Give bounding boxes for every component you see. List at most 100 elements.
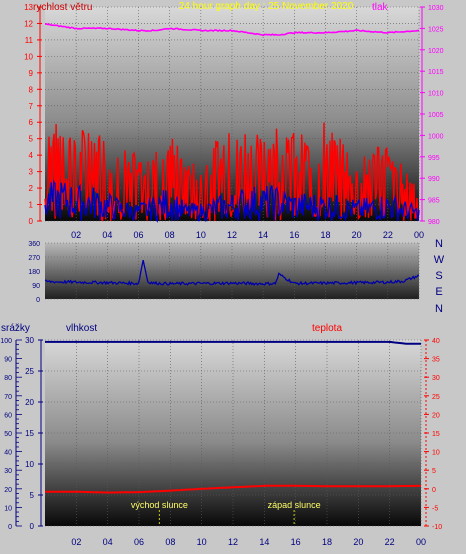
compass-east: E [435, 286, 442, 298]
humidity-axis-label: vlhkost [66, 323, 97, 334]
humidity-y-tick-label: 25 [25, 367, 34, 376]
wind-y-tick-label: 12 [24, 19, 33, 28]
temp-x-tick-label: 20 [353, 537, 363, 547]
rain-y-tick-label: 80 [4, 375, 12, 382]
wind-y-tick-label: 7 [29, 102, 34, 111]
wind-y-tick-label: 2 [29, 184, 34, 193]
temp-y-tick-label: 25 [432, 394, 440, 401]
sunrise-label: východ slunce [131, 500, 188, 510]
temp-x-tick-label: 06 [134, 537, 144, 547]
wind-x-tick-label: 16 [289, 230, 299, 240]
direction-y-tick-label: 180 [28, 269, 40, 276]
wind-x-tick-label: 10 [196, 230, 206, 240]
temperature-axis-label: teplota [312, 323, 342, 334]
pressure-y-tick-label: 1030 [428, 5, 444, 12]
pressure-y-tick-label: 985 [428, 198, 440, 205]
direction-axes: 0 90 180 270 360 [28, 241, 40, 304]
wind-x-tick-label: 00 [414, 230, 424, 240]
temp-x-tick-label: 14 [259, 537, 269, 547]
temp-series [45, 340, 422, 494]
wind-y-tick-label: 8 [29, 85, 34, 94]
direction-y-tick-label: 90 [32, 283, 40, 290]
temp-y-tick-label: 30 [432, 375, 440, 382]
temp-x-tick-label: 22 [385, 537, 395, 547]
wind-x-tick-label: 06 [133, 230, 143, 240]
wind-y-tick-label: 11 [25, 36, 34, 45]
direction-y-tick-label: 360 [28, 241, 40, 248]
direction-y-tick-label: 270 [28, 255, 40, 262]
compass-south: S [435, 270, 442, 282]
pressure-line [44, 23, 420, 37]
rain-y-tick-label: 70 [4, 394, 12, 401]
humidity-y-tick-label: 10 [25, 460, 34, 469]
wind-y-tick-label: 10 [24, 52, 33, 61]
sunset-label: západ slunce [268, 500, 321, 510]
pressure-y-tick-label: 995 [428, 155, 440, 162]
chart-title: 24 hour graph day : 25 November 2020 [179, 1, 354, 12]
humidity-y-tick-label: 30 [25, 336, 34, 345]
wind-y-tick-label: 1 [29, 201, 34, 210]
wind-direction-line [44, 259, 420, 287]
wind-x-tick-label: 04 [102, 230, 112, 240]
pressure-y-tick-label: 1015 [428, 69, 444, 76]
compass-north-bottom: N [435, 303, 443, 315]
wind-x-tick-label: 08 [165, 230, 175, 240]
temp-x-tick-label: 08 [165, 537, 175, 547]
temp-x-tick-label: 00 [416, 537, 426, 547]
temp-y-tick-label: 5 [432, 468, 436, 475]
pressure-y-tick-label: 980 [428, 219, 440, 226]
wind-plot-area [45, 7, 419, 221]
pressure-y-tick-label: 990 [428, 176, 440, 183]
compass-north-top: N [435, 238, 443, 250]
temp-x-tick-label: 12 [228, 537, 238, 547]
wind-direction-panel: 0 90 180 270 360 N W S E N [28, 238, 444, 315]
wind-speed-axis-label: rychlost větru [33, 2, 92, 13]
wind-series [44, 23, 420, 223]
pressure-y-tick-label: 1010 [428, 91, 444, 98]
compass-west: W [434, 254, 445, 266]
temp-y-tick-label: 15 [432, 431, 440, 438]
temp-x-tick-label: 10 [197, 537, 207, 547]
wind-y-tick-label: 6 [29, 118, 34, 127]
wind-y-tick-label: 4 [29, 151, 34, 160]
wind-y-tick-label: 0 [29, 217, 34, 226]
wind-y-tick-label: 13 [24, 3, 33, 12]
wind-y-tick-label: 9 [29, 69, 34, 78]
wind-axes: 0123456789101112139809859909951000100510… [24, 3, 444, 226]
rain-y-tick-label: 30 [4, 468, 12, 475]
rain-axis-label: srážky [1, 323, 30, 334]
temp-y-tick-label: -10 [432, 524, 442, 531]
humidity-y-tick-label: 0 [30, 522, 35, 531]
pressure-axis-label: tlak [372, 2, 389, 13]
wind-y-tick-label: 3 [29, 168, 34, 177]
rain-y-tick-label: 0 [8, 524, 12, 531]
temperature-line [45, 484, 422, 494]
temp-axes: 0 10 20 30 40 50 60 70 80 90 100 0 5 10 15 20 25 30 -10 -5 0… [0, 336, 442, 531]
average-wind-line [44, 179, 420, 223]
direction-series [44, 259, 420, 287]
rain-y-tick-label: 20 [4, 487, 12, 494]
rain-y-tick-label: 40 [4, 450, 12, 457]
humidity-y-tick-label: 5 [30, 491, 35, 500]
humidity-y-tick-label: 20 [25, 398, 34, 407]
temp-x-tick-label: 16 [291, 537, 301, 547]
rain-y-tick-label: 60 [4, 412, 12, 419]
wind-x-tick-label: 18 [320, 230, 330, 240]
wind-x-tick-label: 12 [227, 230, 237, 240]
temp-humidity-panel: srážky vlhkost teplota 02 04 06 08 10 12 14 16 1… [0, 323, 442, 547]
wind-x-tick-label: 22 [383, 230, 393, 240]
wind-pressure-panel: 02 04 06 08 10 12 14 16 18 20 22 00 012345678910111… [24, 1, 444, 240]
wind-x-tick-label: 02 [71, 230, 81, 240]
temp-y-tick-label: 10 [432, 450, 440, 457]
rain-y-tick-label: 10 [4, 505, 12, 512]
rain-y-tick-label: 100 [0, 338, 12, 345]
temp-x-tick-label: 02 [71, 537, 81, 547]
wind-x-tick-label: 20 [352, 230, 362, 240]
temp-x-tick-label: 18 [322, 537, 332, 547]
pressure-y-tick-label: 1020 [428, 48, 444, 55]
gust-line [44, 122, 420, 222]
humidity-y-tick-label: 15 [25, 429, 34, 438]
humidity-line [45, 340, 421, 345]
wind-x-tick-label: 14 [258, 230, 268, 240]
